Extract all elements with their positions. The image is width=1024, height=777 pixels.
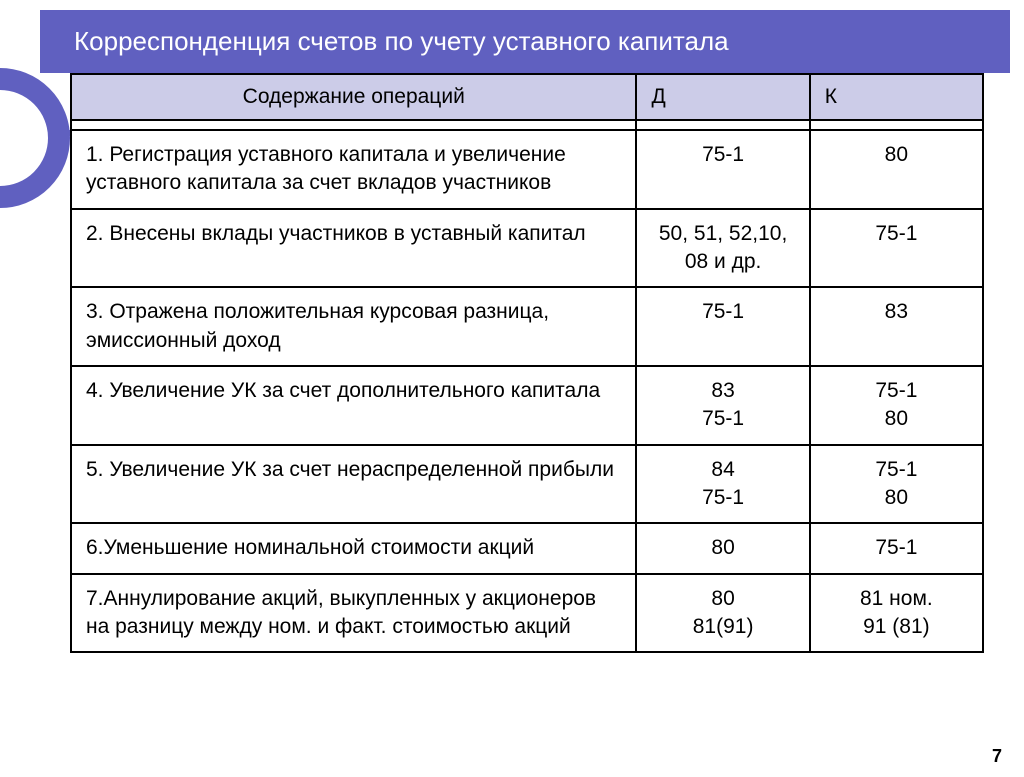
table-row: 4. Увеличение УК за счет дополнительного… [71, 366, 983, 445]
cell-credit: 75-1 [810, 209, 983, 288]
table-row: 6.Уменьшение номинальной стоимости акций… [71, 523, 983, 573]
table-header-row: Содержание операций Д К [71, 74, 983, 120]
cell-credit: 81 ном. 91 (81) [810, 574, 983, 653]
cell-operation: 2. Внесены вклады участников в уставный … [71, 209, 636, 288]
cell-debit: 80 81(91) [636, 574, 809, 653]
cell-credit: 75-1 80 [810, 445, 983, 524]
table-row: 1. Регистрация уставного капитала и увел… [71, 130, 983, 209]
cell-operation: 5. Увеличение УК за счет нераспределенно… [71, 445, 636, 524]
cell-operation: 4. Увеличение УК за счет дополнительного… [71, 366, 636, 445]
col-header-debit: Д [636, 74, 809, 120]
col-header-operation: Содержание операций [71, 74, 636, 120]
decor-circle [0, 68, 70, 208]
cell-credit: 83 [810, 287, 983, 366]
cell-operation: 7.Аннулирование акций, выкупленных у акц… [71, 574, 636, 653]
cell-operation: 6.Уменьшение номинальной стоимости акций [71, 523, 636, 573]
cell-operation: 3. Отражена положительная курсовая разни… [71, 287, 636, 366]
cell-credit: 80 [810, 130, 983, 209]
table-spacer-row [71, 120, 983, 130]
table-body: 1. Регистрация уставного капитала и увел… [71, 130, 983, 652]
cell-credit: 75-1 80 [810, 366, 983, 445]
cell-debit: 75-1 [636, 287, 809, 366]
table-row: 2. Внесены вклады участников в уставный … [71, 209, 983, 288]
cell-debit: 83 75-1 [636, 366, 809, 445]
cell-debit: 80 [636, 523, 809, 573]
table-row: 7.Аннулирование акций, выкупленных у акц… [71, 574, 983, 653]
table-row: 3. Отражена положительная курсовая разни… [71, 287, 983, 366]
accounts-table: Содержание операций Д К 1. Регистрация у… [70, 73, 984, 653]
table-container: Содержание операций Д К 1. Регистрация у… [70, 73, 984, 653]
slide-title: Корреспонденция счетов по учету уставног… [40, 10, 1010, 73]
cell-debit: 50, 51, 52,10, 08 и др. [636, 209, 809, 288]
col-header-credit: К [810, 74, 983, 120]
page-number: 7 [992, 746, 1002, 767]
cell-debit: 84 75-1 [636, 445, 809, 524]
cell-debit: 75-1 [636, 130, 809, 209]
cell-credit: 75-1 [810, 523, 983, 573]
cell-operation: 1. Регистрация уставного капитала и увел… [71, 130, 636, 209]
table-row: 5. Увеличение УК за счет нераспределенно… [71, 445, 983, 524]
